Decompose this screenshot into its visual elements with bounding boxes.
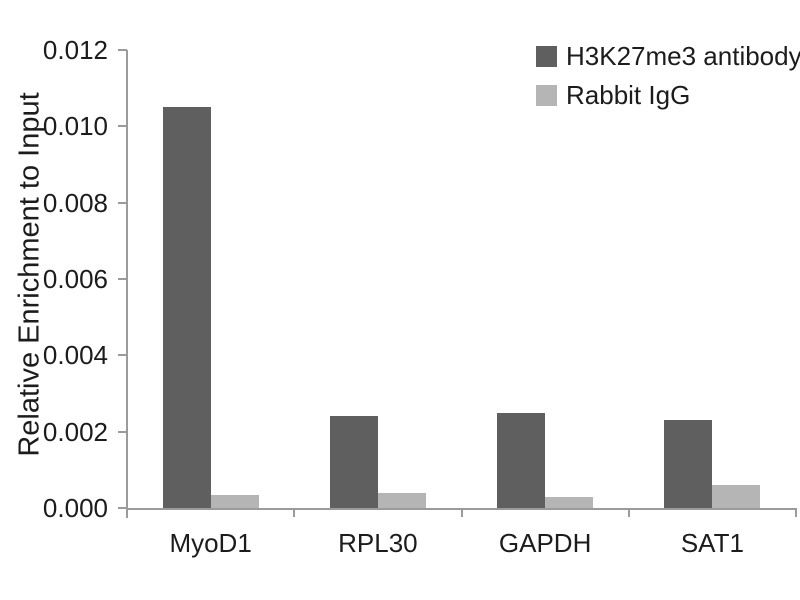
y-tick-label: 0.004: [42, 340, 108, 371]
y-tick-mark: [118, 125, 127, 128]
y-tick-mark: [118, 430, 127, 433]
y-tick-label: 0.010: [42, 111, 108, 142]
legend-swatch-h3k27me3-antibody: [536, 45, 557, 67]
legend: H3K27me3 antibody Rabbit IgG: [536, 43, 800, 121]
bar-rabbit-igg-rpl30: [377, 493, 426, 508]
bar-rabbit-igg-gapdh: [545, 497, 594, 508]
x-tick-mark: [627, 508, 630, 517]
bar-h3k27me3-antibody-sat1: [664, 420, 713, 508]
category-label-myod1: MyoD1: [169, 528, 252, 558]
category-label-sat1: SAT1: [680, 528, 744, 558]
legend-swatch-rabbit-igg: [536, 84, 557, 106]
y-tick-label: 0.000: [42, 493, 108, 523]
category-label-rpl30: RPL30: [338, 528, 418, 558]
x-tick-mark: [795, 508, 797, 517]
y-tick-mark: [118, 49, 127, 51]
bar-h3k27me3-antibody-myod1: [162, 107, 211, 508]
legend-label-h3k27me3-antibody: H3K27me3 antibody: [566, 41, 800, 71]
y-tick-mark: [118, 507, 127, 509]
y-tick-mark: [118, 201, 127, 204]
y-tick-mark: [118, 278, 127, 280]
category-label-gapdh: GAPDH: [498, 528, 592, 558]
bar-h3k27me3-antibody-rpl30: [329, 416, 378, 508]
bar-rabbit-igg-sat1: [712, 485, 761, 508]
bar-rabbit-igg-myod1: [210, 495, 259, 508]
x-tick-mark: [460, 508, 463, 517]
y-tick-label: 0.006: [42, 264, 108, 294]
legend-item-rabbit-igg: Rabbit IgG: [536, 82, 800, 108]
y-tick-label: 0.012: [42, 35, 108, 65]
y-tick-mark: [118, 354, 127, 357]
bar-h3k27me3-antibody-gapdh: [497, 413, 546, 508]
legend-label-rabbit-igg: Rabbit IgG: [566, 80, 691, 110]
x-tick-mark: [126, 508, 128, 517]
y-tick-label: 0.002: [42, 416, 108, 447]
legend-item-h3k27me3-antibody: H3K27me3 antibody: [536, 43, 800, 69]
x-tick-mark: [293, 508, 296, 517]
y-tick-label: 0.008: [42, 187, 108, 218]
y-axis-line: [126, 50, 128, 518]
